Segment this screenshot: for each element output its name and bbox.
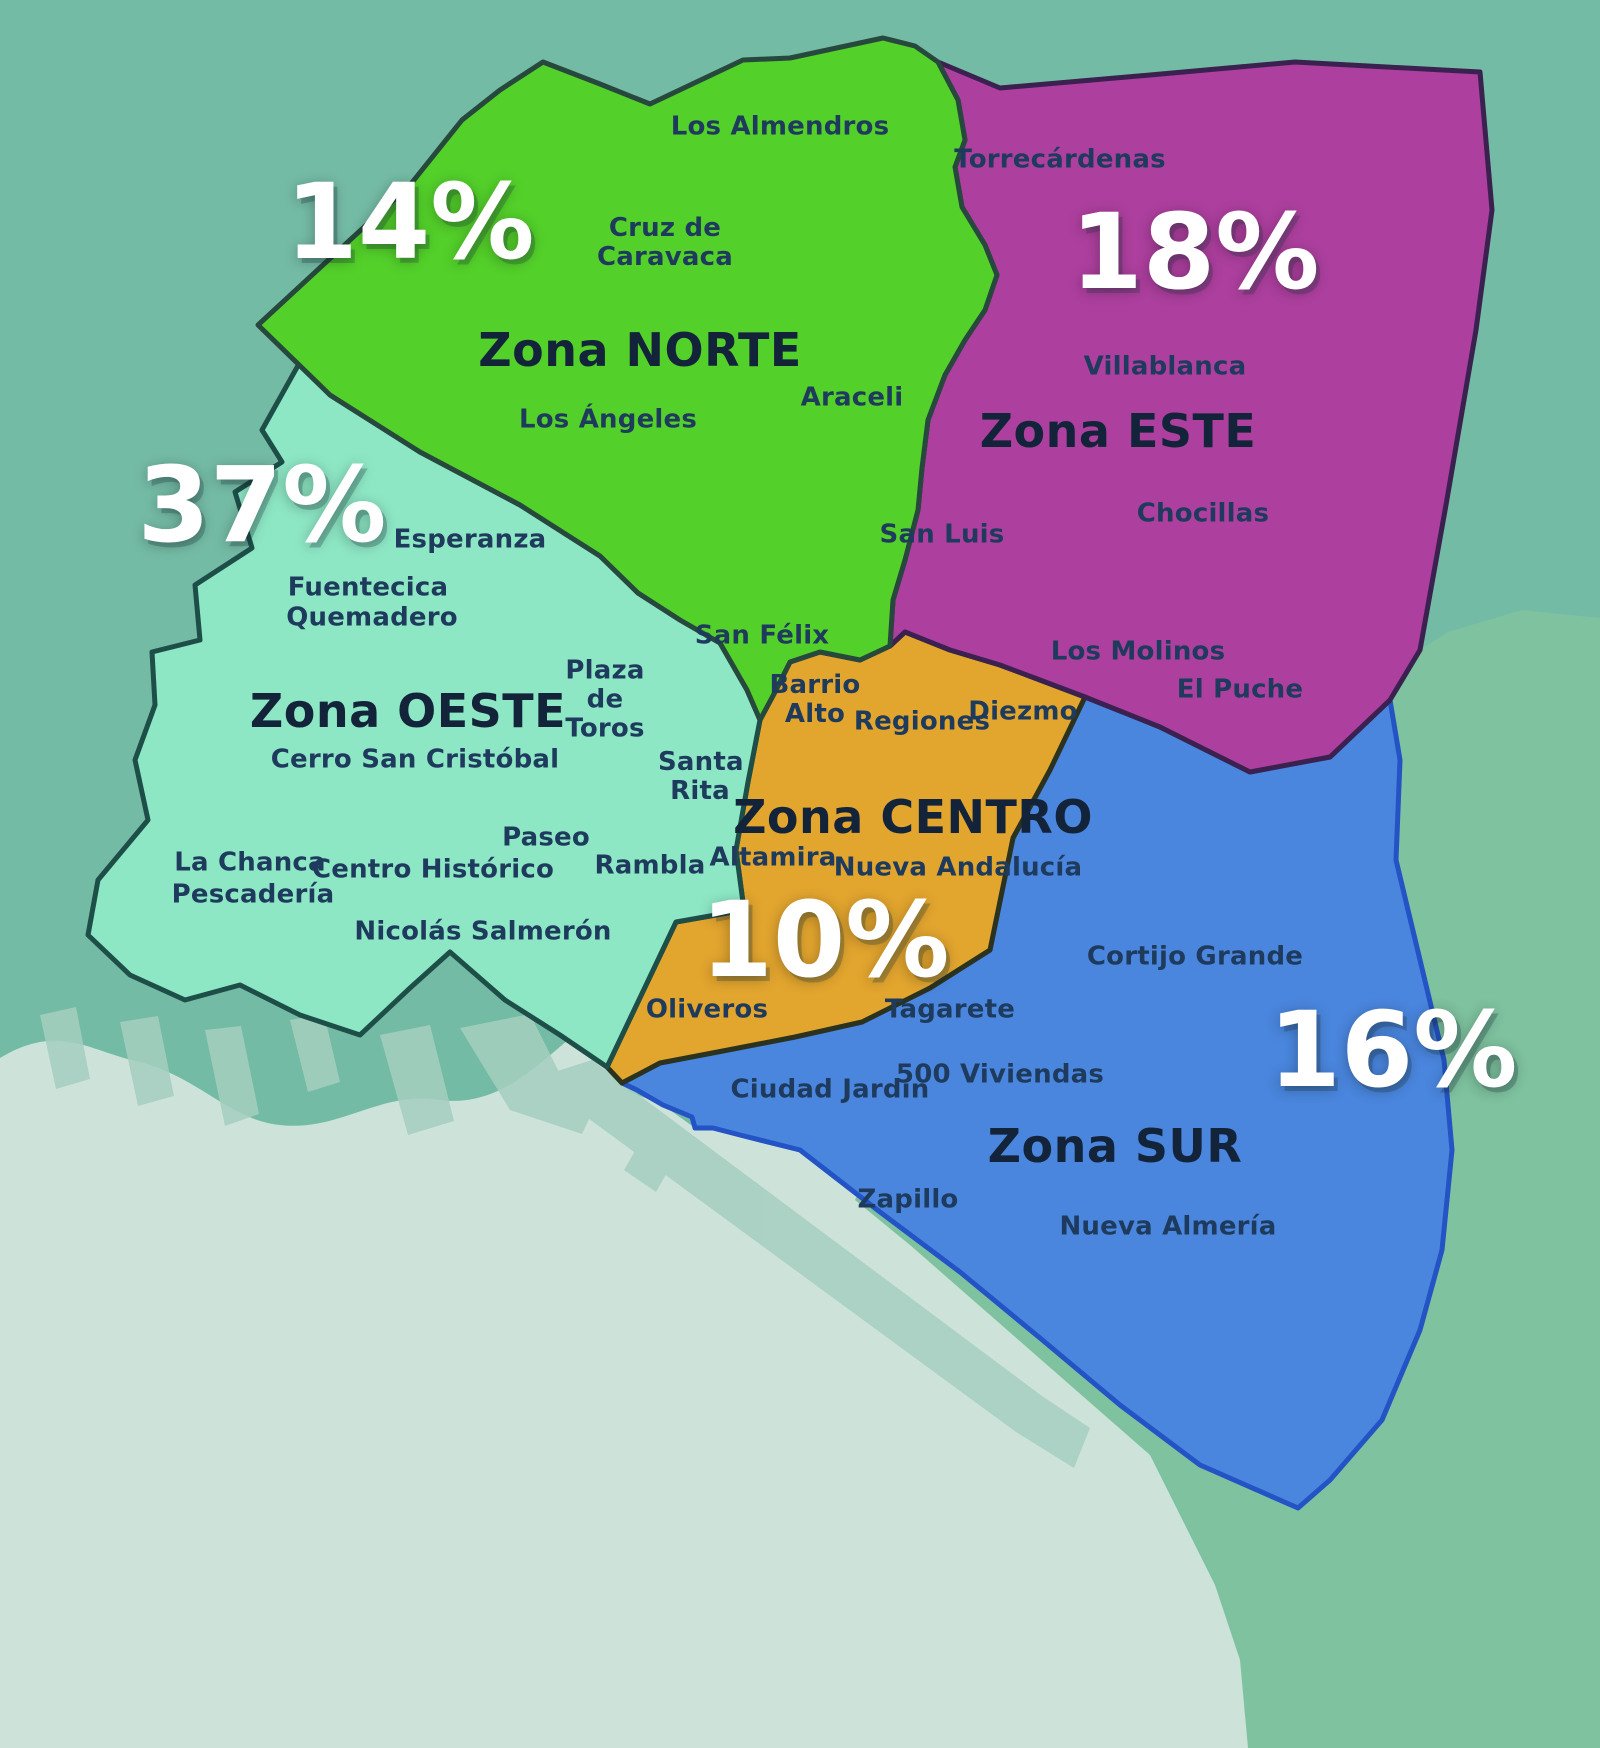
sea (0, 1030, 1258, 1748)
zone-norte-region (255, 35, 1000, 723)
port-piers (40, 1007, 1090, 1468)
